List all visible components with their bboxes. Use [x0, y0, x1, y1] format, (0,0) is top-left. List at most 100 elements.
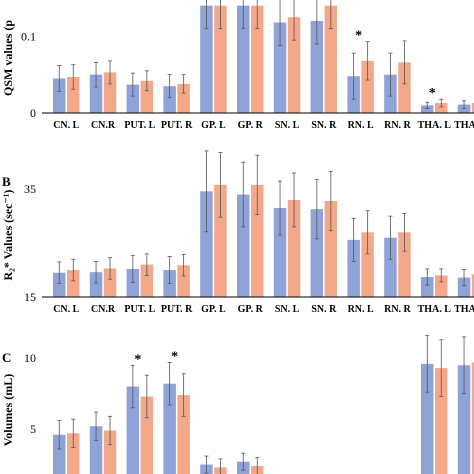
bar-tha-l-s2 — [435, 275, 448, 297]
bar-put-l-s2 — [140, 264, 154, 297]
bar-sn-r-s2 — [324, 5, 338, 114]
bar-put-r-s1 — [163, 86, 176, 113]
x-tick-label-tha-r: THA. R — [454, 120, 474, 131]
bar-put-r-s2 — [177, 265, 190, 297]
bar-rn-r-s2 — [398, 62, 411, 113]
y-tick-label: 0 — [30, 106, 36, 120]
bar-rn-l-s2 — [361, 232, 374, 297]
bar-tha-l-s1 — [421, 363, 434, 474]
bar-sn-r-s1 — [310, 209, 324, 297]
x-tick-label-put-r: PUT. R — [161, 304, 193, 315]
bar-rn-l-s2 — [361, 60, 374, 113]
significance-marker: * — [429, 86, 436, 101]
bar-tha-r-s2 — [471, 103, 474, 113]
bar-tha-l-s1 — [421, 277, 434, 297]
bar-gp-r-s1 — [237, 5, 250, 114]
bar-sn-r-s2 — [324, 201, 338, 297]
bar-cn-l-s1 — [53, 78, 66, 113]
bar-cn-r-s2 — [103, 72, 117, 113]
x-tick-label-put-l: PUT. L — [124, 120, 155, 131]
bar-gp-r-s1 — [237, 194, 250, 297]
y-tick-label: 0.1 — [21, 29, 36, 43]
bar-cn-r-s1 — [89, 426, 103, 474]
y-tick-label: 15 — [24, 290, 36, 304]
panel-letter: B — [2, 174, 11, 189]
bar-gp-r-s2 — [251, 184, 264, 297]
bar-cn-r-s2 — [103, 268, 117, 297]
y-tick-label: 10 — [24, 351, 36, 365]
bar-rn-r-s1 — [384, 237, 397, 297]
x-tick-label-cn-l: CN. L — [53, 304, 79, 315]
bar-tha-r-s1 — [457, 365, 471, 474]
bar-cn-l-s2 — [67, 433, 80, 474]
x-tick-label-sn-l: SN. L — [275, 120, 300, 131]
panel-letter: C — [2, 350, 11, 365]
bar-gp-l-s1 — [200, 5, 213, 114]
x-tick-label-gp-r: GP. R — [238, 304, 264, 315]
y-tick-label: 35 — [24, 182, 36, 196]
y-axis-label: QSM values (p — [1, 20, 15, 96]
significance-marker: * — [355, 29, 362, 44]
bar-tha-r-s1 — [457, 277, 471, 297]
x-tick-label-tha-l: THA. L — [418, 120, 452, 131]
x-tick-label-gp-l: GP. L — [201, 120, 226, 131]
x-tick-label-rn-r: RN. R — [384, 304, 411, 315]
x-tick-label-cn-r: CN.R — [91, 304, 116, 315]
y-tick-label: 5 — [30, 422, 36, 436]
bar-cn-r-s1 — [89, 272, 103, 297]
bar-sn-r-s1 — [310, 21, 324, 113]
bar-put-l-s2 — [140, 80, 154, 113]
x-tick-label-put-l: PUT. L — [124, 304, 155, 315]
bar-put-r-s2 — [177, 395, 190, 474]
bar-sn-l-s2 — [287, 199, 301, 297]
bar-tha-l-s2 — [435, 103, 448, 113]
x-tick-label-cn-l: CN. L — [53, 120, 79, 131]
x-tick-label-tha-l: THA. L — [418, 304, 452, 315]
panel-1: QSM values (p 0 0.1 CN. L CN.R PUT. L PUT. R GP… — [1, 0, 474, 131]
panel-2: BR₂* Values (sec⁻¹) 15 35 CN. L CN.R PUT. L PU… — [1, 150, 474, 315]
bar-sn-l-s1 — [273, 208, 287, 297]
bar-put-l-s1 — [126, 268, 140, 297]
x-tick-label-sn-r: SN. R — [311, 304, 337, 315]
bar-cn-r-s2 — [103, 430, 117, 474]
x-tick-label-gp-l: GP. L — [201, 304, 226, 315]
x-tick-label-sn-l: SN. L — [275, 304, 300, 315]
bar-put-r-s2 — [177, 83, 190, 113]
bar-put-l-s1 — [126, 84, 140, 113]
bar-cn-l-s1 — [53, 272, 66, 297]
significance-marker: * — [134, 352, 141, 367]
bar-gp-l-s2 — [214, 184, 227, 297]
x-tick-label-rn-l: RN. L — [348, 120, 374, 131]
bar-put-r-s1 — [163, 383, 176, 474]
panel-3: C Volumes (mL) 5 10 * * — [1, 335, 474, 474]
bar-gp-r-s2 — [251, 5, 264, 114]
x-tick-label-sn-r: SN. R — [311, 120, 337, 131]
bar-put-l-s2 — [140, 396, 154, 474]
bar-gp-l-s1 — [200, 191, 213, 297]
bar-sn-l-s2 — [287, 17, 301, 114]
bar-cn-l-s2 — [67, 270, 80, 297]
bar-tha-l-s1 — [421, 105, 434, 113]
x-tick-label-put-r: PUT. R — [161, 120, 193, 131]
x-tick-label-rn-r: RN. R — [384, 120, 411, 131]
bar-cn-r-s1 — [89, 74, 103, 113]
y-axis-label: Volumes (mL) — [1, 374, 15, 447]
bar-tha-r-s2 — [471, 274, 474, 297]
bar-rn-l-s1 — [347, 239, 360, 297]
significance-marker: * — [171, 349, 178, 364]
y-axis-label: R₂* Values (sec⁻¹) — [1, 190, 15, 281]
bar-gp-l-s2 — [214, 5, 227, 114]
x-tick-label-tha-r: THA. R — [454, 304, 474, 315]
x-tick-label-cn-r: CN.R — [91, 120, 116, 131]
bar-sn-l-s1 — [273, 22, 287, 113]
x-tick-label-gp-r: GP. R — [238, 120, 264, 131]
bar-tha-l-s2 — [435, 368, 448, 474]
x-tick-label-rn-l: RN. L — [348, 304, 374, 315]
bar-tha-r-s2 — [471, 362, 474, 474]
bar-rn-r-s2 — [398, 232, 411, 297]
bar-put-l-s1 — [126, 386, 140, 474]
bar-cn-l-s2 — [67, 76, 80, 113]
bar-cn-l-s1 — [53, 434, 66, 474]
